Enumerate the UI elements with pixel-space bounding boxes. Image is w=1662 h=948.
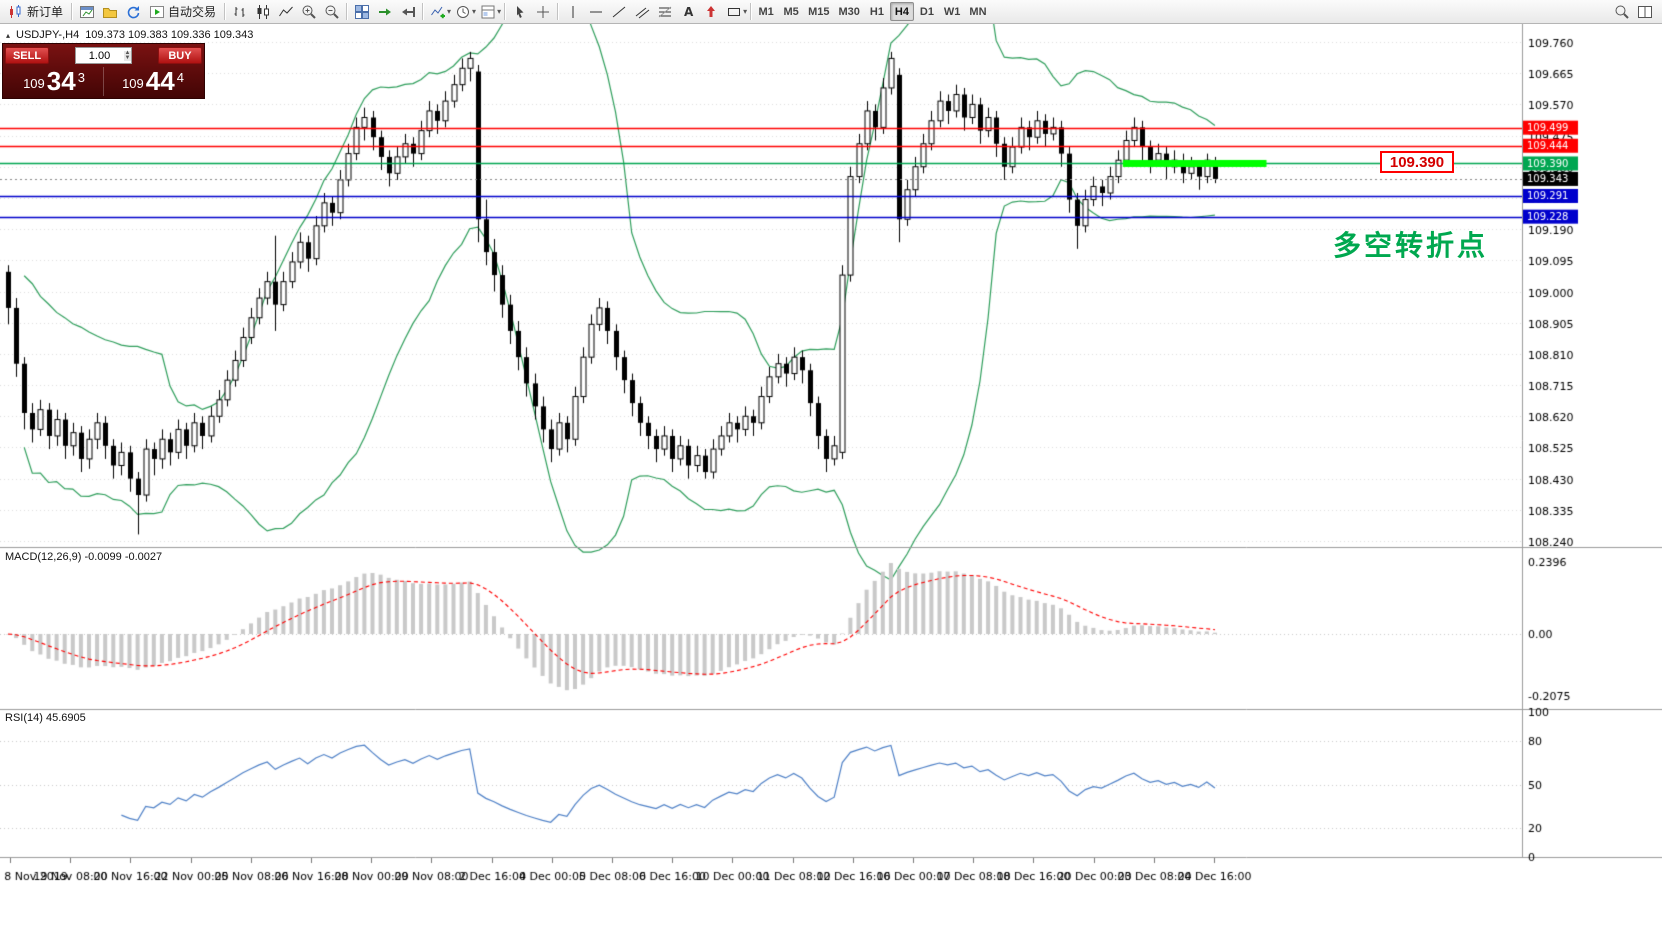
toolbar-right-group	[1610, 1, 1656, 23]
timeframe-button-h4[interactable]: H4	[889, 2, 914, 21]
new-order-label: 新订单	[27, 5, 64, 19]
window-layout-icon[interactable]	[1633, 1, 1656, 23]
chevron-down-icon[interactable]: ▾	[497, 7, 502, 16]
toolbar-separator	[504, 3, 506, 20]
line-chart-icon[interactable]	[274, 1, 297, 23]
chart-canvas[interactable]	[0, 24, 1662, 948]
chevron-down-icon[interactable]: ▾	[447, 7, 452, 16]
zoom-in-icon[interactable]	[297, 1, 320, 23]
sell-button[interactable]: SELL	[5, 47, 49, 64]
channel-icon[interactable]	[630, 1, 653, 23]
toolbar: 新订单 自动交易 ▾ ▾ ▾ A	[0, 0, 1662, 24]
crosshair-icon[interactable]	[531, 1, 554, 23]
volume-stepper: ▲▼	[74, 47, 133, 64]
turning-point-annotation[interactable]: 多空转折点	[1333, 229, 1489, 262]
chart-header: ▴ USDJPY-,H4 109.373 109.383 109.336 109…	[6, 29, 253, 41]
timeframe-button-h1[interactable]: H1	[865, 2, 889, 21]
volume-up-arrow[interactable]: ▲	[124, 49, 131, 56]
chart-shift-icon[interactable]	[396, 1, 419, 23]
symbol-marker-icon: ▴	[6, 30, 11, 40]
timeframe-button-mn[interactable]: MN	[965, 2, 990, 21]
svg-text:A: A	[684, 5, 694, 19]
tile-windows-icon[interactable]	[350, 1, 373, 23]
buy-button[interactable]: BUY	[157, 47, 202, 64]
text-icon[interactable]: A	[676, 1, 699, 23]
volume-down-arrow[interactable]: ▼	[124, 54, 131, 61]
timeframe-group: M1 M5 M15 M30 H1 H4 D1 W1 MN	[754, 2, 990, 21]
chart-ohlc-label: 109.373 109.383 109.336 109.343	[85, 29, 254, 41]
new-order-icon	[10, 4, 21, 18]
toolbar-separator	[422, 3, 424, 20]
toolbar-separator	[557, 3, 559, 20]
buy-price[interactable]: 109 44 4	[122, 66, 184, 96]
toolbar-separator	[71, 3, 73, 20]
macd-indicator-label: MACD(12,26,9) -0.0099 -0.0027	[5, 551, 163, 563]
fibonacci-icon[interactable]	[653, 1, 676, 23]
chevron-down-icon[interactable]: ▾	[472, 7, 477, 16]
profiles-icon[interactable]	[98, 1, 121, 23]
cursor-icon[interactable]	[508, 1, 531, 23]
chart-symbol-label: USDJPY-,H4	[16, 29, 80, 41]
chevron-down-icon[interactable]: ▾	[743, 7, 748, 16]
bar-chart-icon[interactable]	[228, 1, 251, 23]
indicators-icon[interactable]	[426, 1, 449, 23]
auto-trading-button[interactable]: 自动交易	[144, 2, 221, 22]
timeframe-button-m15[interactable]: M15	[804, 2, 833, 21]
price-level-textbox[interactable]: 109.390	[1380, 151, 1454, 173]
templates-icon[interactable]	[476, 1, 499, 23]
new-order-button[interactable]: 新订单	[3, 2, 68, 22]
new-chart-icon[interactable]	[75, 1, 98, 23]
auto-trading-label: 自动交易	[168, 5, 217, 19]
auto-trading-icon	[150, 5, 165, 18]
volume-input[interactable]	[75, 48, 124, 63]
timeframe-button-m1[interactable]: M1	[754, 2, 778, 21]
zoom-out-icon[interactable]	[320, 1, 343, 23]
timeframe-button-w1[interactable]: W1	[940, 2, 965, 21]
timeframe-button-d1[interactable]: D1	[915, 2, 939, 21]
arrows-icon[interactable]	[699, 1, 722, 23]
toolbar-separator	[750, 3, 752, 20]
shapes-icon[interactable]	[722, 1, 745, 23]
sell-price[interactable]: 109 34 3	[5, 67, 104, 96]
search-icon[interactable]	[1610, 1, 1633, 23]
candlestick-icon[interactable]	[251, 1, 274, 23]
periods-icon[interactable]	[451, 1, 474, 23]
timeframe-button-m5[interactable]: M5	[779, 2, 803, 21]
timeframe-button-m30[interactable]: M30	[835, 2, 864, 21]
horizontal-line-icon[interactable]	[584, 1, 607, 23]
trendline-icon[interactable]	[607, 1, 630, 23]
auto-scroll-icon[interactable]	[373, 1, 396, 23]
toolbar-separator	[224, 3, 226, 20]
vertical-line-icon[interactable]	[561, 1, 584, 23]
toolbar-separator	[346, 3, 348, 20]
rsi-indicator-label: RSI(14) 45.6905	[5, 712, 86, 724]
refresh-icon[interactable]	[121, 1, 144, 23]
